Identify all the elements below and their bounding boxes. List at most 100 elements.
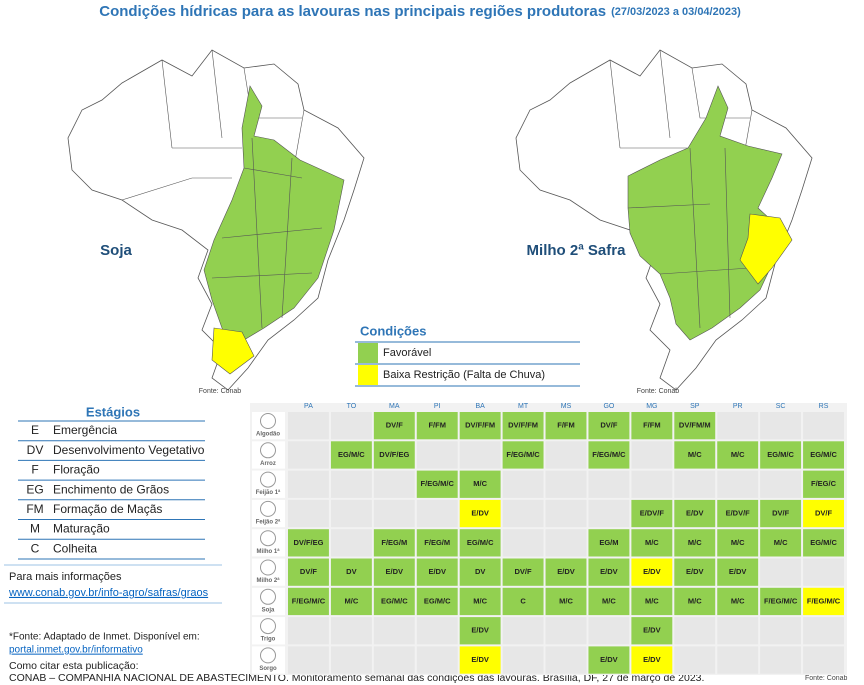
column-header: TO bbox=[347, 403, 357, 410]
cell-text: M/C bbox=[473, 596, 487, 605]
cell bbox=[288, 646, 329, 674]
cell-text: EG/M bbox=[599, 538, 618, 547]
cell-text: E/DV bbox=[600, 655, 618, 664]
cell bbox=[502, 412, 544, 440]
cell bbox=[674, 412, 716, 440]
cell bbox=[631, 499, 673, 528]
cell-text: DV/F bbox=[515, 567, 533, 576]
cell bbox=[674, 499, 716, 528]
cell bbox=[760, 617, 802, 645]
cell bbox=[330, 529, 372, 557]
legend-label: Favorável bbox=[383, 347, 431, 359]
cell-text: M/C bbox=[602, 596, 616, 605]
legend-swatch bbox=[358, 365, 378, 385]
cell bbox=[717, 617, 759, 645]
cell bbox=[502, 617, 544, 645]
footnote-link[interactable]: portal.inmet.gov.br/informativo bbox=[9, 645, 143, 656]
cell-text: EG/M/C bbox=[767, 450, 794, 459]
column-header: MA bbox=[389, 403, 400, 410]
cell-text: DV/F/FM bbox=[508, 421, 538, 430]
cell-text: M/C bbox=[559, 596, 573, 605]
cell bbox=[803, 646, 844, 674]
column-header: PA bbox=[304, 403, 313, 410]
cell bbox=[803, 587, 844, 616]
info-text: Para mais informações bbox=[9, 571, 122, 583]
crop-icon bbox=[260, 618, 276, 635]
cell bbox=[588, 617, 630, 645]
cell-text: DV bbox=[475, 567, 485, 576]
cell-text: DV/F bbox=[772, 509, 790, 518]
cell-text: M/C bbox=[473, 479, 487, 488]
cell-text: M/C bbox=[731, 538, 745, 547]
cell-text: E/DV bbox=[386, 567, 404, 576]
cell bbox=[760, 646, 802, 674]
cell-text: M/C bbox=[345, 596, 359, 605]
cell bbox=[373, 646, 415, 674]
cell-text: F/EG/M/C bbox=[764, 596, 798, 605]
cell bbox=[717, 441, 759, 469]
cell bbox=[803, 441, 844, 469]
cell bbox=[760, 499, 802, 528]
crop-name: Sorgo bbox=[259, 666, 277, 672]
cell bbox=[588, 499, 630, 528]
cell-text: E/DV bbox=[471, 626, 489, 635]
map-soja: Soja Fonte: Conab bbox=[67, 49, 365, 395]
cell-text: E/DV/F bbox=[726, 509, 751, 518]
cell bbox=[416, 529, 458, 557]
info-link[interactable]: www.conab.gov.br/info-agro/safras/graos bbox=[8, 587, 209, 599]
cell bbox=[330, 558, 372, 586]
crop-icon bbox=[260, 647, 276, 664]
cell bbox=[502, 499, 544, 528]
cell bbox=[288, 529, 329, 557]
cell bbox=[459, 470, 501, 498]
cell bbox=[631, 412, 673, 440]
cell bbox=[803, 529, 844, 557]
column-header: PI bbox=[434, 403, 441, 410]
crop-icon bbox=[260, 559, 276, 576]
cell bbox=[545, 470, 587, 498]
cell-text: EG/M/C bbox=[424, 596, 451, 605]
cell bbox=[416, 617, 458, 645]
cell bbox=[373, 441, 415, 469]
cell-text: EG/M/C bbox=[810, 450, 837, 459]
cell bbox=[717, 587, 759, 616]
cell-text: EG/M/C bbox=[810, 538, 837, 547]
cell-text: EG/M/C bbox=[467, 538, 494, 547]
table-source: Fonte: Conab bbox=[805, 675, 848, 682]
cell bbox=[416, 499, 458, 528]
cell bbox=[631, 529, 673, 557]
cell-text: DV/F bbox=[300, 567, 318, 576]
column-header: PR bbox=[733, 403, 743, 410]
region-low bbox=[211, 327, 255, 375]
cell bbox=[545, 558, 587, 586]
stage-code: FM bbox=[26, 502, 43, 516]
map-source: Fonte: Conab bbox=[199, 388, 242, 395]
cell bbox=[588, 529, 630, 557]
cell bbox=[717, 412, 759, 440]
cell bbox=[502, 646, 544, 674]
cell bbox=[717, 529, 759, 557]
map-source: Fonte: Conab bbox=[637, 388, 680, 395]
cell-text: F/EG/M/C bbox=[592, 450, 626, 459]
column-header: BA bbox=[475, 403, 485, 410]
crop-icon bbox=[260, 500, 276, 517]
cell bbox=[330, 499, 372, 528]
cell bbox=[674, 558, 716, 586]
column-header: GO bbox=[603, 403, 614, 410]
cell bbox=[459, 558, 501, 586]
cell-text: F/EG/M/C bbox=[506, 450, 540, 459]
cell-text: F/EG/M/C bbox=[421, 479, 455, 488]
cell bbox=[288, 617, 329, 645]
cell-text: F/FM bbox=[643, 421, 661, 430]
cell bbox=[416, 587, 458, 616]
crop-icon bbox=[260, 530, 276, 547]
cell-text: M/C bbox=[688, 450, 702, 459]
cell-text: DV bbox=[346, 567, 356, 576]
cell bbox=[588, 441, 630, 469]
cell bbox=[545, 617, 587, 645]
crop-name: Algodão bbox=[256, 432, 280, 438]
footnote: *Fonte: Adaptado de Inmet. Disponível em… bbox=[9, 632, 200, 643]
cell bbox=[760, 558, 802, 586]
cell-text: E/DV bbox=[557, 567, 575, 576]
